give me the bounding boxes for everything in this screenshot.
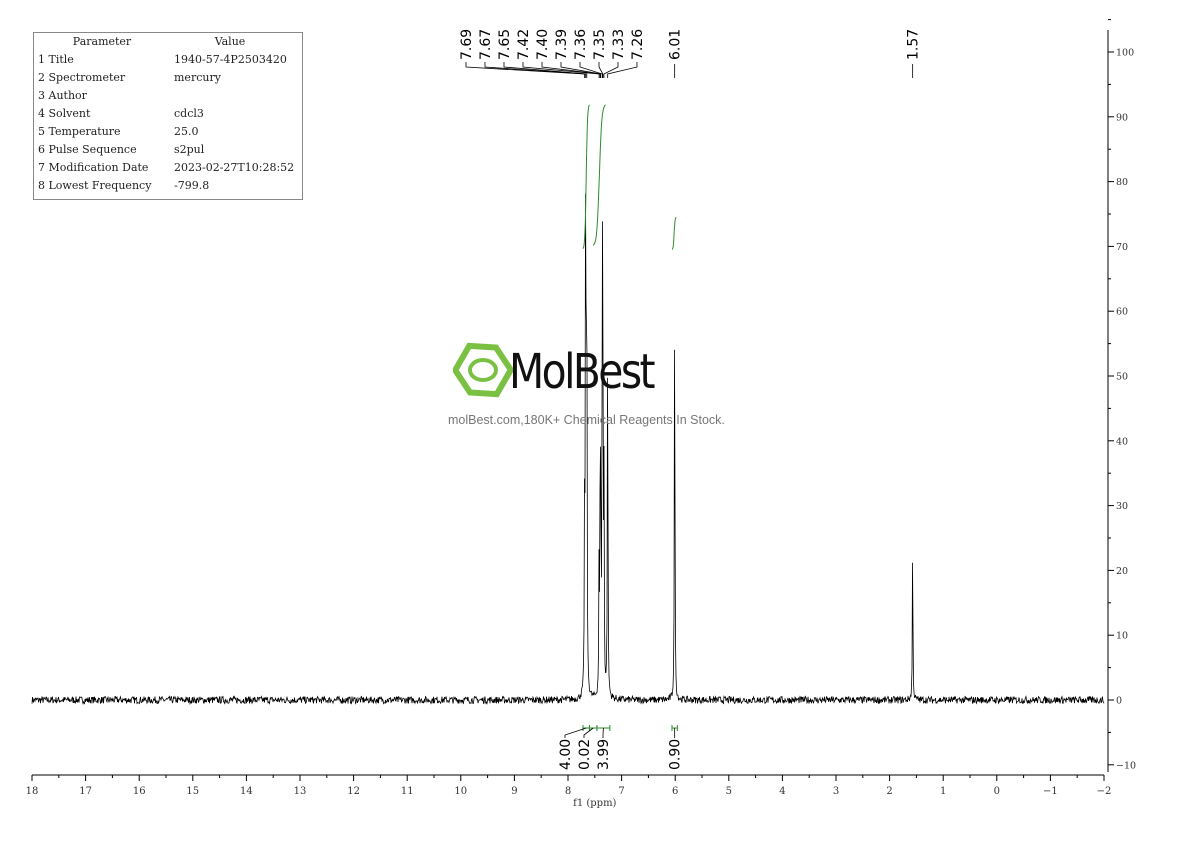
x-tick-label: 16 bbox=[133, 786, 146, 797]
parameter-value: mercury bbox=[174, 71, 221, 84]
parameter-row: 3 Author bbox=[34, 87, 302, 105]
x-tick-label: 11 bbox=[401, 786, 414, 797]
parameter-name: 8 Lowest Frequency bbox=[38, 179, 152, 192]
parameter-table-header: Parameter Value bbox=[34, 33, 302, 51]
x-tick-label: 15 bbox=[186, 786, 199, 797]
peak-label: 7.65 bbox=[497, 29, 513, 60]
parameter-value: s2pul bbox=[174, 143, 205, 156]
parameter-row: 1 Title 1940-57-4P2503420 bbox=[34, 51, 302, 69]
header-value: Value bbox=[214, 35, 246, 48]
parameter-row: 5 Temperature 25.0 bbox=[34, 123, 302, 141]
molbest-logo-icon bbox=[453, 342, 515, 398]
parameter-name: 5 Temperature bbox=[38, 125, 121, 138]
watermark-tagline: molBest.com,180K+ Chemical Reagents In S… bbox=[448, 413, 725, 427]
x-axis-label: f1 (ppm) bbox=[573, 798, 616, 809]
peak-label: 6.01 bbox=[668, 29, 684, 60]
parameter-name: 2 Spectrometer bbox=[38, 71, 126, 84]
parameter-name: 3 Author bbox=[38, 89, 87, 102]
peak-label: 7.39 bbox=[554, 29, 570, 60]
integral-value: 4.00 bbox=[558, 739, 574, 770]
x-tick-label: 7 bbox=[618, 786, 624, 797]
parameter-value: -799.8 bbox=[174, 179, 210, 192]
peak-label-leader bbox=[484, 62, 587, 78]
peak-label-leader bbox=[607, 62, 638, 78]
y-tick-label: 30 bbox=[1116, 501, 1128, 512]
peak-label-leader bbox=[465, 62, 586, 78]
integral-value: 0.02 bbox=[577, 739, 593, 770]
x-tick-label: −1 bbox=[1043, 786, 1058, 797]
integral-curve bbox=[592, 104, 606, 246]
parameter-value: 1940-57-4P2503420 bbox=[174, 53, 287, 66]
peak-label-leader bbox=[560, 62, 602, 78]
y-tick-label: 60 bbox=[1116, 307, 1128, 318]
peak-label-leader bbox=[522, 62, 600, 78]
integral-connector bbox=[583, 727, 594, 738]
x-tick-label: −2 bbox=[1097, 786, 1112, 797]
x-tick-label: 17 bbox=[79, 786, 92, 797]
x-tick-label: 10 bbox=[454, 786, 467, 797]
x-tick-label: 12 bbox=[347, 786, 360, 797]
parameter-value: 2023-02-27T10:28:52 bbox=[174, 161, 295, 174]
x-tick-label: 4 bbox=[779, 786, 785, 797]
peak-label: 1.57 bbox=[906, 29, 922, 60]
y-tick-label: 90 bbox=[1116, 112, 1128, 123]
parameter-name: 4 Solvent bbox=[38, 107, 91, 120]
integral-connector bbox=[564, 727, 587, 738]
watermark-brand: MolBest bbox=[509, 344, 656, 400]
x-tick-label: 18 bbox=[26, 786, 39, 797]
parameter-name: 6 Pulse Sequence bbox=[38, 143, 137, 156]
parameter-row: 4 Solvent cdcl3 bbox=[34, 105, 302, 123]
x-tick-label: 0 bbox=[994, 786, 1000, 797]
header-parameter: Parameter bbox=[72, 35, 132, 48]
parameter-value: cdcl3 bbox=[174, 107, 204, 120]
peak-label: 7.36 bbox=[573, 29, 589, 60]
peak-label-leader bbox=[503, 62, 588, 78]
peak-label: 7.26 bbox=[630, 29, 646, 60]
peak-label: 7.40 bbox=[535, 29, 551, 60]
integral-curve bbox=[671, 217, 677, 250]
peak-label: 7.35 bbox=[592, 29, 608, 60]
peak-label: 7.42 bbox=[516, 29, 532, 60]
y-tick-label: 0 bbox=[1116, 696, 1122, 707]
peak-label: 7.67 bbox=[478, 29, 494, 60]
y-tick-label: 80 bbox=[1116, 177, 1128, 188]
integral-value: 3.99 bbox=[596, 739, 612, 770]
parameter-value: 25.0 bbox=[174, 125, 199, 138]
peak-label-leader bbox=[579, 62, 603, 78]
parameter-row: 8 Lowest Frequency -799.8 bbox=[34, 177, 302, 195]
peak-label: 7.33 bbox=[611, 29, 627, 60]
peak-label-leader bbox=[603, 62, 619, 78]
y-tick-label: 100 bbox=[1116, 48, 1134, 59]
y-tick-label: 40 bbox=[1116, 436, 1128, 447]
x-tick-label: 1 bbox=[940, 786, 946, 797]
x-tick-label: 3 bbox=[833, 786, 839, 797]
integral-curve bbox=[582, 104, 590, 249]
parameter-row: 2 Spectrometer mercury bbox=[34, 69, 302, 87]
peak-label: 7.69 bbox=[459, 29, 475, 60]
peak-label-leader bbox=[598, 62, 604, 78]
x-tick-label: 9 bbox=[511, 786, 517, 797]
spectrum-line bbox=[31, 193, 1105, 706]
y-tick-label: −10 bbox=[1116, 760, 1136, 771]
x-tick-label: 6 bbox=[672, 786, 678, 797]
parameter-row: 6 Pulse Sequence s2pul bbox=[34, 141, 302, 159]
y-tick-label: 10 bbox=[1116, 631, 1128, 642]
parameter-name: 7 Modification Date bbox=[38, 161, 149, 174]
integral-value: 0.90 bbox=[668, 739, 684, 770]
parameter-name: 1 Title bbox=[38, 53, 74, 66]
x-tick-label: 5 bbox=[726, 786, 732, 797]
y-tick-label: 20 bbox=[1116, 566, 1128, 577]
parameter-table: Parameter Value 1 Title 1940-57-4P2503420… bbox=[33, 32, 303, 200]
x-tick-label: 8 bbox=[565, 786, 571, 797]
parameter-row: 7 Modification Date 2023-02-27T10:28:52 bbox=[34, 159, 302, 177]
x-tick-label: 2 bbox=[886, 786, 892, 797]
x-tick-label: 13 bbox=[294, 786, 307, 797]
y-tick-label: 50 bbox=[1116, 372, 1128, 383]
x-tick-label: 14 bbox=[240, 786, 253, 797]
peak-label-leader bbox=[541, 62, 601, 78]
y-tick-label: 70 bbox=[1116, 242, 1128, 253]
